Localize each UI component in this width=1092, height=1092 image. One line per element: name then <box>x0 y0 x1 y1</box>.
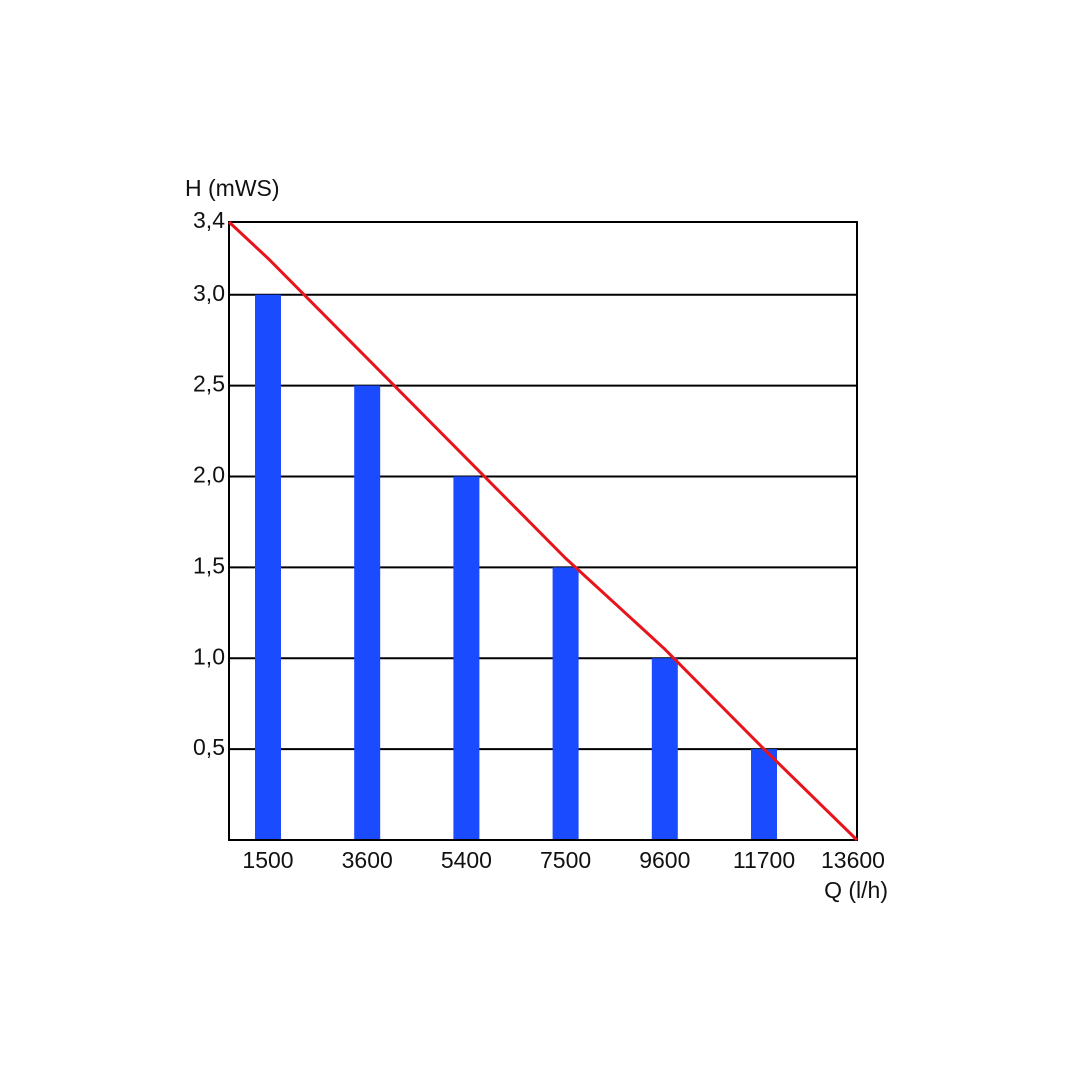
bar <box>354 385 381 840</box>
x-tick-label: 11700 <box>733 847 795 873</box>
x-axis-label: Q (l/h) <box>824 877 888 903</box>
x-tick-label: 5400 <box>441 847 492 873</box>
bar <box>751 749 777 840</box>
y-tick-label: 1,5 <box>193 552 225 578</box>
bar <box>552 567 579 840</box>
bar <box>453 476 480 840</box>
x-tick-label: 13600 <box>821 847 885 873</box>
y-tick-label: 2,0 <box>193 462 225 488</box>
x-tick-label: 9600 <box>639 847 690 873</box>
x-tick-label: 3600 <box>342 847 393 873</box>
bar <box>651 658 678 840</box>
plot-frame <box>228 221 858 841</box>
y-tick-label: 2,5 <box>193 371 225 397</box>
x-tick-label: 1500 <box>242 847 293 873</box>
y-axis-label: H (mWS) <box>185 175 280 201</box>
y-tick-label: 3,0 <box>193 280 225 306</box>
y-tick-label: 3,4 <box>193 207 225 233</box>
x-tick-label: 7500 <box>540 847 591 873</box>
y-tick-label: 1,0 <box>193 643 225 669</box>
bar <box>255 294 281 840</box>
y-tick-label: 0,5 <box>193 734 225 760</box>
curve-line <box>227 220 859 842</box>
